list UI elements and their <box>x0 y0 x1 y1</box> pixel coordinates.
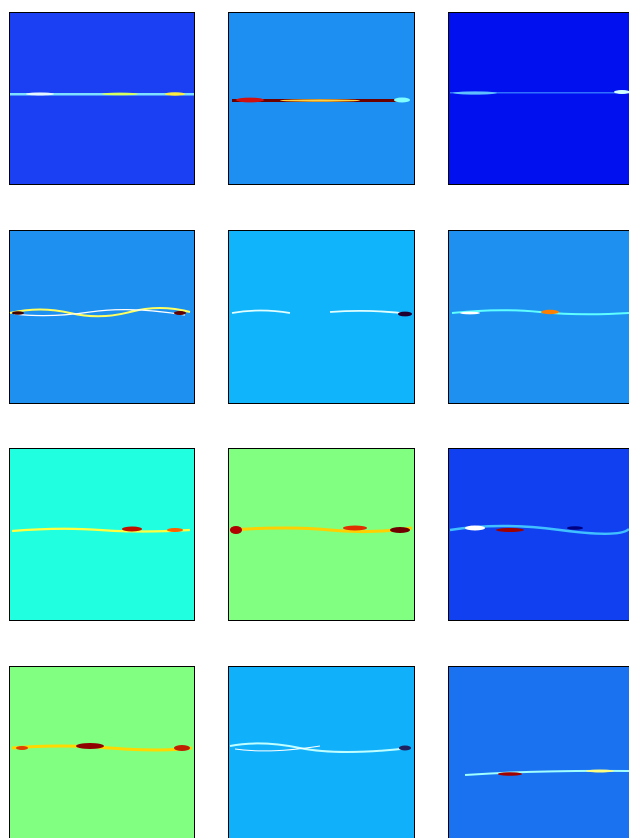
panel-r1c3 <box>448 12 629 185</box>
panel-r3c1 <box>9 448 195 621</box>
panel-r4c2 <box>228 666 415 838</box>
panel-r2c1 <box>9 230 195 404</box>
panel-r4c1 <box>9 666 195 838</box>
panel-r1c2 <box>228 12 415 185</box>
panel-r3c3 <box>448 448 629 621</box>
panel-r2c3 <box>448 230 629 404</box>
panel-r3c2 <box>228 448 415 621</box>
panel-r1c1 <box>9 12 195 185</box>
panel-r2c2 <box>228 230 415 404</box>
panel-r4c3 <box>448 666 629 838</box>
